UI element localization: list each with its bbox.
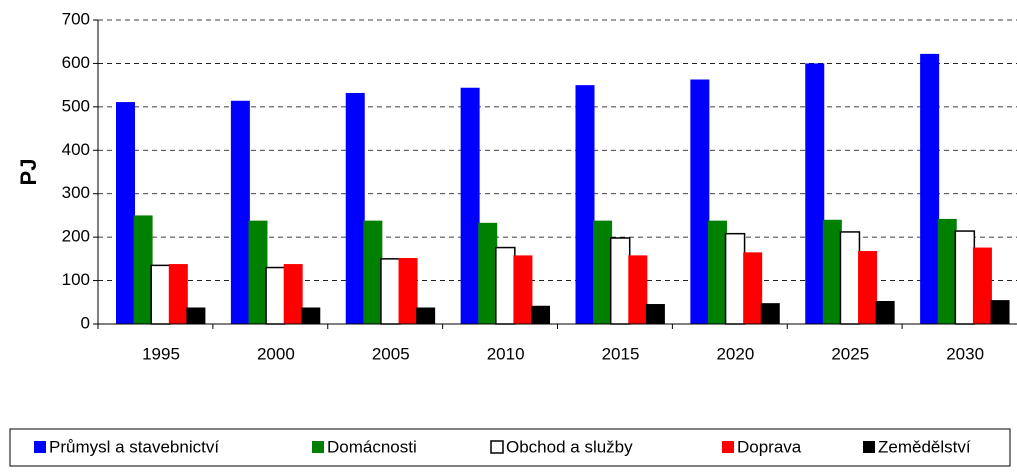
x-tick-label: 2020 [716,344,754,363]
legend-swatch [722,441,734,453]
bar [301,307,321,324]
legend-label: Doprava [737,437,802,456]
y-tick-label: 0 [81,313,90,332]
bar [839,231,861,325]
bar [645,304,665,324]
bar [743,252,763,324]
bar [460,87,480,325]
bar [920,53,940,324]
legend-box [9,428,1011,467]
y-tick-label: 300 [62,183,90,202]
legend-swatch [34,441,46,453]
bar [593,220,613,324]
bar [283,264,303,324]
bar [416,307,436,324]
y-tick-label: 100 [62,270,90,289]
legend-label: Obchod a služby [506,437,633,456]
x-tick-label: 2030 [946,344,984,363]
x-tick-label: 2010 [487,344,525,363]
bar [513,255,533,324]
y-tick-label: 600 [62,53,90,72]
bar [345,92,365,325]
bar [805,63,825,325]
x-tick-label: 2000 [257,344,295,363]
bar [628,255,648,324]
bar [363,220,383,324]
bar [248,220,268,324]
y-axis-label: PJ [16,159,41,186]
bar [937,218,957,324]
bar [495,246,516,325]
bar [724,232,746,325]
bar [230,100,250,324]
bar [760,303,780,324]
x-tick-label: 2005 [372,344,410,363]
bar [150,264,171,325]
bar [478,222,498,324]
bar [822,219,842,324]
bar [690,79,710,324]
bar [265,266,286,325]
bar [186,307,206,324]
x-tick-label: 2025 [831,344,869,363]
bar [990,300,1010,324]
y-tick-label: 400 [62,140,90,159]
bar [609,237,631,325]
y-tick-label: 200 [62,227,90,246]
y-tick-label: 500 [62,96,90,115]
bar [116,102,135,324]
bar [875,300,895,324]
bar [398,257,418,324]
bar [858,251,878,324]
y-tick-label: 700 [62,9,90,28]
bar [168,264,188,324]
bar [531,305,551,324]
x-tick-label: 2015 [602,344,640,363]
bar [133,215,153,324]
bar [575,85,595,325]
bar [972,247,992,324]
legend-label: Průmysl a stavebnictví [49,437,219,456]
legend-label: Zemědělství [878,437,971,456]
bar [707,220,727,324]
legend-swatch [863,441,875,453]
bar [954,230,976,325]
legend-label: Domácnosti [327,437,417,456]
legend-swatch [490,440,504,454]
legend-swatch [312,441,324,453]
bar [380,258,401,325]
x-tick-label: 1995 [142,344,180,363]
